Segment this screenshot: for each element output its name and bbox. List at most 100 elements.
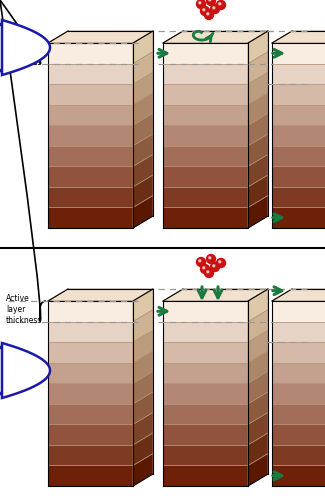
Polygon shape <box>248 351 268 383</box>
Polygon shape <box>48 445 133 465</box>
Polygon shape <box>272 43 325 63</box>
Polygon shape <box>133 310 153 342</box>
Polygon shape <box>163 301 248 321</box>
Polygon shape <box>48 84 133 105</box>
Polygon shape <box>248 175 268 207</box>
Polygon shape <box>272 383 325 404</box>
Polygon shape <box>248 392 268 425</box>
Polygon shape <box>133 453 153 486</box>
Circle shape <box>203 9 205 11</box>
Text: Active
layer
thickness: Active layer thickness <box>6 294 42 325</box>
Polygon shape <box>272 63 325 84</box>
Polygon shape <box>272 301 325 321</box>
Polygon shape <box>133 412 153 445</box>
Polygon shape <box>248 113 268 146</box>
Polygon shape <box>248 154 268 187</box>
Polygon shape <box>133 154 153 187</box>
Polygon shape <box>133 175 153 207</box>
Polygon shape <box>272 342 325 363</box>
Polygon shape <box>163 31 268 43</box>
Polygon shape <box>272 321 325 342</box>
Polygon shape <box>163 445 248 465</box>
Circle shape <box>204 10 214 19</box>
Polygon shape <box>163 404 248 425</box>
Polygon shape <box>248 93 268 125</box>
Polygon shape <box>163 289 268 301</box>
Circle shape <box>203 267 205 269</box>
Polygon shape <box>48 465 133 486</box>
Circle shape <box>206 254 215 263</box>
Polygon shape <box>133 289 153 321</box>
Polygon shape <box>272 425 325 445</box>
Polygon shape <box>163 465 248 486</box>
Polygon shape <box>248 433 268 465</box>
Polygon shape <box>48 363 133 383</box>
Circle shape <box>207 271 209 273</box>
Circle shape <box>204 268 214 277</box>
Polygon shape <box>48 207 133 228</box>
Polygon shape <box>48 146 133 166</box>
Polygon shape <box>163 363 248 383</box>
Polygon shape <box>163 342 248 363</box>
Polygon shape <box>133 31 153 63</box>
Polygon shape <box>163 63 248 84</box>
Polygon shape <box>272 105 325 125</box>
Circle shape <box>219 3 221 5</box>
Polygon shape <box>272 445 325 465</box>
Polygon shape <box>272 363 325 383</box>
Polygon shape <box>163 125 248 146</box>
Circle shape <box>201 264 210 273</box>
Polygon shape <box>133 351 153 383</box>
Polygon shape <box>163 166 248 187</box>
Polygon shape <box>48 301 133 321</box>
Polygon shape <box>272 465 325 486</box>
Polygon shape <box>133 93 153 125</box>
Polygon shape <box>48 105 133 125</box>
Polygon shape <box>133 330 153 363</box>
Polygon shape <box>248 310 268 342</box>
Polygon shape <box>2 343 50 398</box>
Circle shape <box>209 257 211 259</box>
Polygon shape <box>272 404 325 425</box>
Polygon shape <box>133 113 153 146</box>
Polygon shape <box>133 195 153 228</box>
Polygon shape <box>248 195 268 228</box>
Polygon shape <box>272 146 325 166</box>
Polygon shape <box>48 425 133 445</box>
Polygon shape <box>272 289 325 301</box>
Polygon shape <box>248 453 268 486</box>
Polygon shape <box>48 31 153 43</box>
Circle shape <box>199 2 201 4</box>
Polygon shape <box>48 187 133 207</box>
Circle shape <box>211 262 219 271</box>
Polygon shape <box>272 31 325 43</box>
Polygon shape <box>133 392 153 425</box>
Polygon shape <box>272 166 325 187</box>
Polygon shape <box>48 404 133 425</box>
Polygon shape <box>133 134 153 166</box>
Circle shape <box>219 261 221 263</box>
Polygon shape <box>48 125 133 146</box>
Circle shape <box>213 265 215 267</box>
Polygon shape <box>163 105 248 125</box>
Polygon shape <box>163 383 248 404</box>
Polygon shape <box>133 52 153 84</box>
Polygon shape <box>163 146 248 166</box>
Polygon shape <box>248 412 268 445</box>
Polygon shape <box>48 43 133 63</box>
Circle shape <box>206 0 215 5</box>
Polygon shape <box>163 321 248 342</box>
Polygon shape <box>272 207 325 228</box>
Polygon shape <box>48 166 133 187</box>
Circle shape <box>213 7 215 9</box>
Circle shape <box>209 0 211 1</box>
Polygon shape <box>48 383 133 404</box>
Polygon shape <box>272 84 325 105</box>
Text: Active
layer
thickness: Active layer thickness <box>6 36 42 67</box>
Polygon shape <box>163 425 248 445</box>
Polygon shape <box>248 134 268 166</box>
Circle shape <box>216 0 226 9</box>
Circle shape <box>207 13 209 15</box>
Polygon shape <box>133 433 153 465</box>
Polygon shape <box>248 31 268 63</box>
